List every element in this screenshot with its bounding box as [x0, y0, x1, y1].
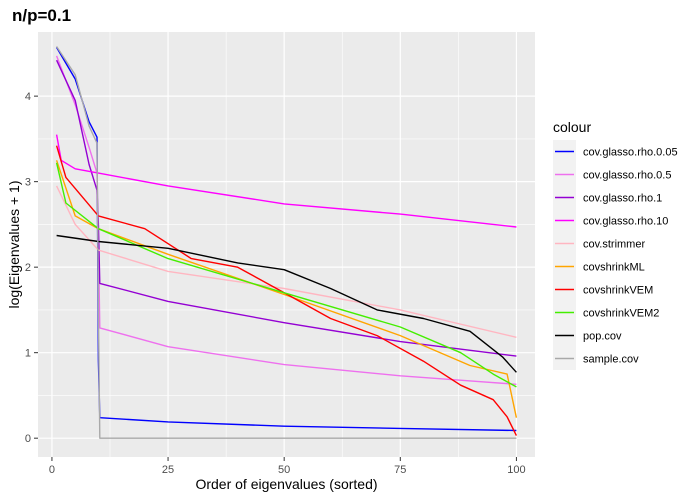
series-line-cov.strimmer [55, 185, 517, 338]
legend-item: covshrinkVEM [553, 278, 653, 301]
legend: colour cov.glasso.rho.0.05 cov.glasso.rho… [553, 119, 678, 370]
y-axis-label: log(Eigenvalues + 1) [6, 180, 22, 308]
x-tick-label: 75 [394, 464, 406, 476]
legend-item: cov.glasso.rho.1 [553, 186, 662, 209]
x-tick-label: 100 [507, 464, 525, 476]
legend-label: cov.glasso.rho.0.05 [583, 147, 678, 159]
x-axis-label: Order of eigenvalues (sorted) [195, 476, 377, 492]
x-tick-label: 50 [278, 464, 290, 476]
x-axis: 0 25 50 75 100 [49, 457, 526, 476]
legend-label: covshrinkVEM2 [583, 308, 659, 320]
legend-item: cov.strimmer [553, 232, 645, 255]
series-line-covshrinkML [55, 160, 518, 418]
legend-item: pop.cov [553, 324, 622, 347]
series-line-pop.cov [56, 234, 517, 373]
y-tick-label: 1 [25, 348, 31, 360]
legend-item: sample.cov [553, 347, 639, 370]
legend-label: cov.glasso.rho.0.5 [583, 170, 671, 182]
x-tick-label: 25 [162, 464, 174, 476]
y-tick-label: 0 [25, 433, 31, 445]
chart-title: n/p=0.1 [12, 6, 71, 25]
legend-title: colour [553, 119, 591, 135]
legend-item: cov.glasso.rho.0.5 [553, 163, 671, 186]
series-layer [55, 46, 518, 439]
series-line-cov.glasso.rho.0.5 [55, 55, 517, 385]
legend-item: covshrinkML [553, 255, 645, 278]
series-line-covshrinkVEM2 [55, 162, 517, 388]
y-tick-label: 4 [25, 91, 31, 103]
x-tick-label: 0 [49, 464, 55, 476]
legend-label: cov.glasso.rho.1 [583, 193, 662, 205]
legend-label: sample.cov [583, 354, 639, 366]
series-line-cov.glasso.rho.10 [55, 134, 517, 228]
legend-label: covshrinkML [583, 262, 645, 274]
plot-panel [38, 32, 535, 457]
series-line-cov.glasso.rho.1 [55, 59, 517, 357]
y-tick-label: 2 [25, 262, 31, 274]
legend-item: cov.glasso.rho.10 [553, 209, 668, 232]
grid-minor [38, 32, 535, 457]
y-axis: 0 1 2 3 4 [25, 91, 38, 445]
legend-label: cov.glasso.rho.10 [583, 216, 668, 228]
legend-item: covshrinkVEM2 [553, 301, 659, 324]
legend-label: cov.strimmer [583, 239, 645, 251]
series-line-covshrinkVEM [55, 145, 518, 436]
y-tick-label: 3 [25, 177, 31, 189]
legend-item: cov.glasso.rho.0.05 [553, 140, 678, 163]
legend-label: covshrinkVEM [583, 285, 653, 297]
series-line-sample.cov [56, 46, 517, 439]
legend-label: pop.cov [583, 331, 622, 343]
